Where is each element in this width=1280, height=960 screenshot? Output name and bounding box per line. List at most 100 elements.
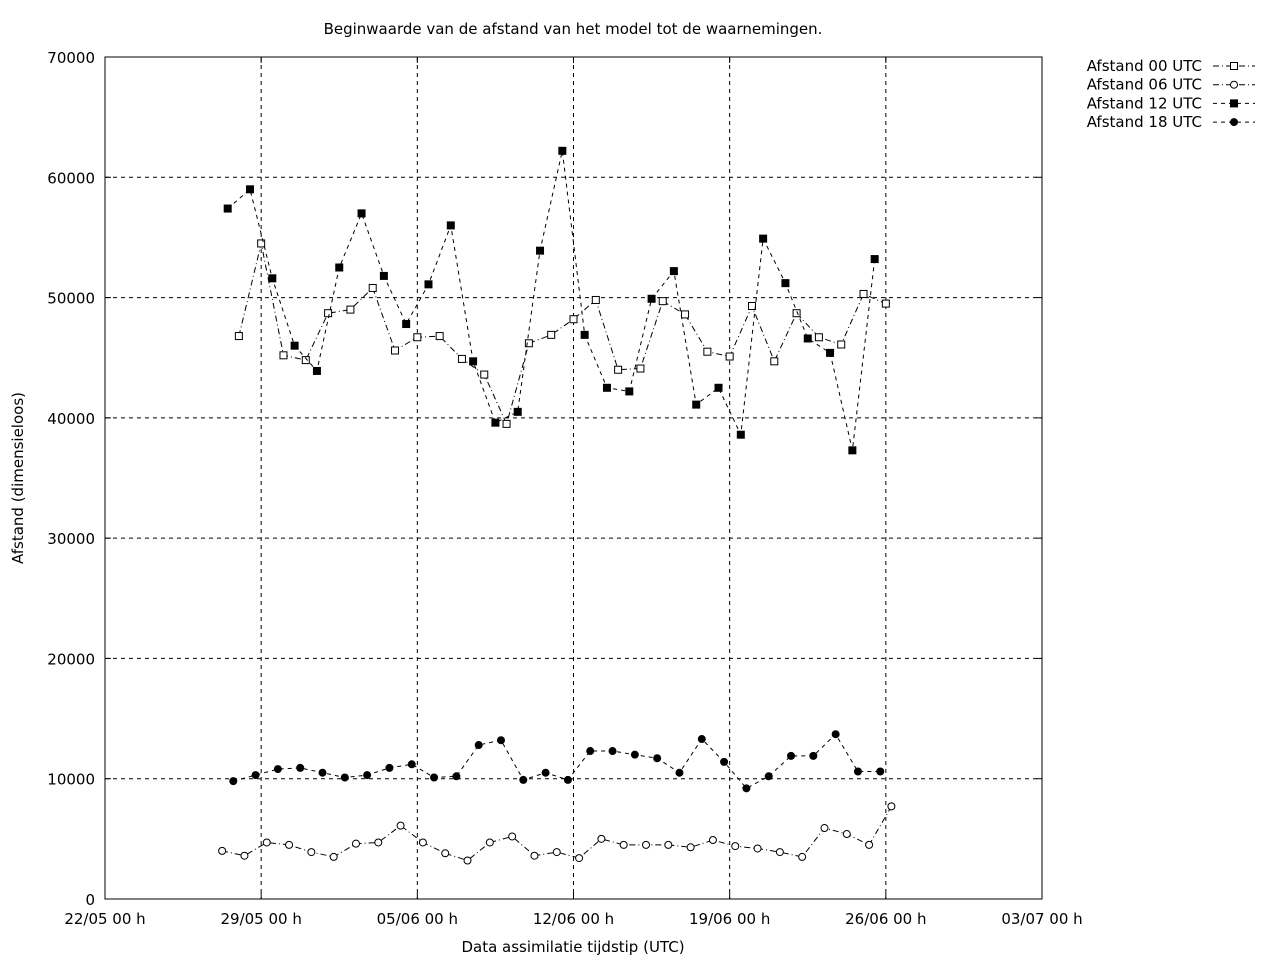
data-point [642,840,651,849]
data-point [541,768,550,777]
data-point [653,754,662,763]
data-point [240,851,249,860]
data-point [536,246,545,255]
legend-label: Afstand 00 UTC [1087,57,1202,75]
data-point [865,840,874,849]
data-point [340,773,349,782]
data-point [502,419,511,428]
x-tick-label: 05/06 00 h [377,910,458,928]
y-tick-label: 30000 [47,530,95,548]
series-1 [218,802,896,865]
data-point [703,347,712,356]
data-point [402,320,411,329]
y-tick-label: 60000 [47,169,95,187]
data-point [731,842,740,851]
data-point [775,848,784,857]
series-0 [234,239,890,428]
data-point [558,146,567,155]
data-point [474,741,483,750]
data-point [430,773,439,782]
data-point [552,848,561,857]
data-point [424,280,433,289]
data-point [619,840,628,849]
data-point [759,234,768,243]
data-point [279,351,288,360]
data-point [519,775,528,784]
series-line [227,150,876,451]
data-point [853,767,862,776]
data-point [524,339,533,348]
data-point [374,838,383,847]
data-point [569,315,578,324]
data-point [636,364,645,373]
legend-label: Afstand 12 UTC [1087,94,1202,112]
data-point [848,446,857,455]
data-point [803,334,812,343]
data-point [446,221,455,230]
data-point [346,305,355,314]
data-point [575,854,584,863]
data-point [720,757,729,766]
legend-entry: Afstand 18 UTC [1087,113,1255,131]
data-point [826,348,835,357]
data-point [742,784,751,793]
series-2 [223,146,879,455]
legend-label: Afstand 06 UTC [1087,76,1202,94]
data-point [697,735,706,744]
data-point [625,387,634,396]
data-point [686,843,695,852]
data-point [301,356,310,365]
data-point [842,830,851,839]
data-point [246,185,255,194]
series-line [233,733,881,789]
data-point [608,747,617,756]
legend-marker [1230,80,1238,89]
data-point [530,851,539,860]
data-point [368,283,377,292]
legend-entry: Afstand 12 UTC [1087,94,1255,112]
data-point [452,772,461,781]
data-point [290,341,299,350]
data-point [814,333,823,342]
legend-entry: Afstand 06 UTC [1087,76,1255,94]
plot-frame [104,56,1043,900]
data-point [257,239,266,248]
y-axis-label: Afstand (dimensieloos) [9,392,27,564]
data-point [296,763,305,772]
x-tick-label: 26/06 00 h [845,910,926,928]
y-tick-label: 20000 [47,650,95,668]
data-point [513,407,522,416]
data-point [329,852,338,861]
data-point [881,299,890,308]
x-axis-label: Data assimilatie tijdstip (UTC) [461,938,684,956]
data-point [675,768,684,777]
data-point [669,267,678,276]
legend-entry: Afstand 00 UTC [1087,57,1255,75]
data-point [491,418,500,427]
data-point [234,332,243,341]
chart-title: Beginwaarde van de afstand van het model… [324,20,823,38]
data-point [268,274,277,283]
data-point [630,750,639,759]
data-point [363,771,372,780]
x-tick-label: 12/06 00 h [533,910,614,928]
x-tick-label: 22/05 00 h [64,910,145,928]
data-point [229,777,238,786]
data-point [391,346,400,355]
data-point [273,765,282,774]
data-point [463,856,472,865]
data-point [602,383,611,392]
data-point [647,294,656,303]
legend-marker [1230,99,1238,108]
data-point [870,255,879,264]
data-point [418,838,427,847]
data-point [770,357,779,366]
data-point [887,802,896,811]
data-point [485,838,494,847]
data-point [809,751,818,760]
data-point [385,763,394,772]
data-point [664,840,673,849]
data-point [435,332,444,341]
